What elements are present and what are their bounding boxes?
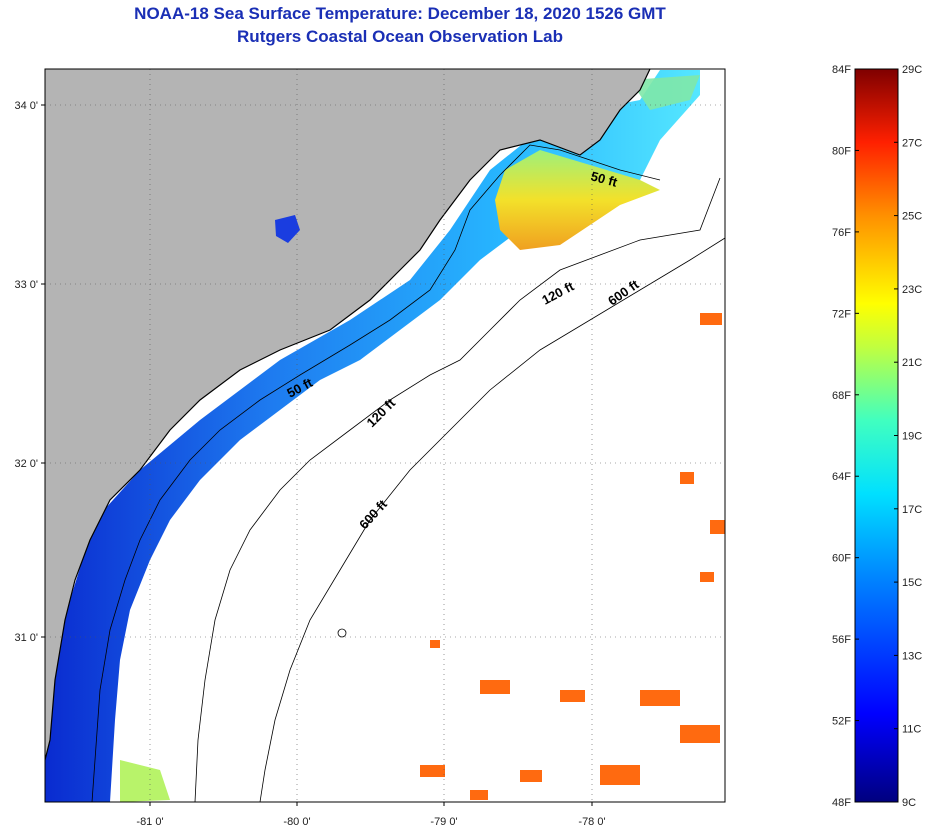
colorbar-c-label: 27C: [902, 137, 922, 149]
colorbar-c-label: 17C: [902, 504, 922, 516]
lon-tick-label: -78 0': [578, 816, 605, 828]
colorbar-c-label: 11C: [902, 724, 921, 736]
lat-tick-label: 34 0': [14, 100, 38, 112]
lat-tick-label: 31 0': [14, 632, 38, 644]
colorbar-c-label: 25C: [902, 211, 922, 223]
lon-tick-label: -81 0': [136, 816, 163, 828]
colorbar-f-label: 76F: [832, 227, 851, 239]
coastal-sst-band: [45, 70, 700, 802]
colorbar-f-label: 84F: [832, 64, 851, 76]
contour-label: 50 ft: [589, 168, 619, 190]
map-frame: [44, 68, 726, 803]
colorbar-c-label: 29C: [902, 64, 922, 76]
colorbar-c-label: 21C: [902, 357, 922, 369]
lon-tick-label: -80 0': [283, 816, 310, 828]
colorbar-c-label: 19C: [902, 431, 922, 443]
map-title: NOAA-18 Sea Surface Temperature: Decembe…: [134, 4, 666, 23]
contour-600ft: [259, 237, 725, 802]
colorbar-f-label: 60F: [832, 553, 851, 565]
contour-120ft: [194, 177, 721, 802]
colorbar-f-label: 56F: [832, 634, 851, 646]
land-area: [45, 69, 650, 760]
colorbar-f-label: 80F: [832, 145, 851, 157]
map-subtitle: Rutgers Coastal Ocean Observation Lab: [237, 27, 563, 46]
colorbar-c-label: 23C: [902, 284, 922, 296]
lat-tick-label: 32 0': [14, 458, 38, 470]
lon-tick-label: -79 0': [430, 816, 457, 828]
colorbar-c-label: 15C: [902, 577, 922, 589]
warm-water-patch: [495, 150, 660, 250]
offshore-warm-pixels: [420, 313, 725, 800]
colorbar-f-label: 64F: [832, 471, 851, 483]
temperature-colorbar: 84F 80F 76F 72F 68F 64F 60F 56F 52F 48F 29C 27C 25C…: [832, 64, 922, 809]
colorbar-f-label: 48F: [832, 797, 851, 809]
colorbar-f-label: 72F: [832, 308, 851, 320]
colorbar-f-label: 68F: [832, 390, 851, 402]
colorbar-c-label: 13C: [902, 650, 922, 662]
colorbar-f-label: 52F: [832, 716, 851, 728]
colorbar-c-label: 9C: [902, 797, 916, 809]
contour-50ft: [91, 144, 661, 802]
lat-tick-label: 33 0': [14, 279, 38, 291]
